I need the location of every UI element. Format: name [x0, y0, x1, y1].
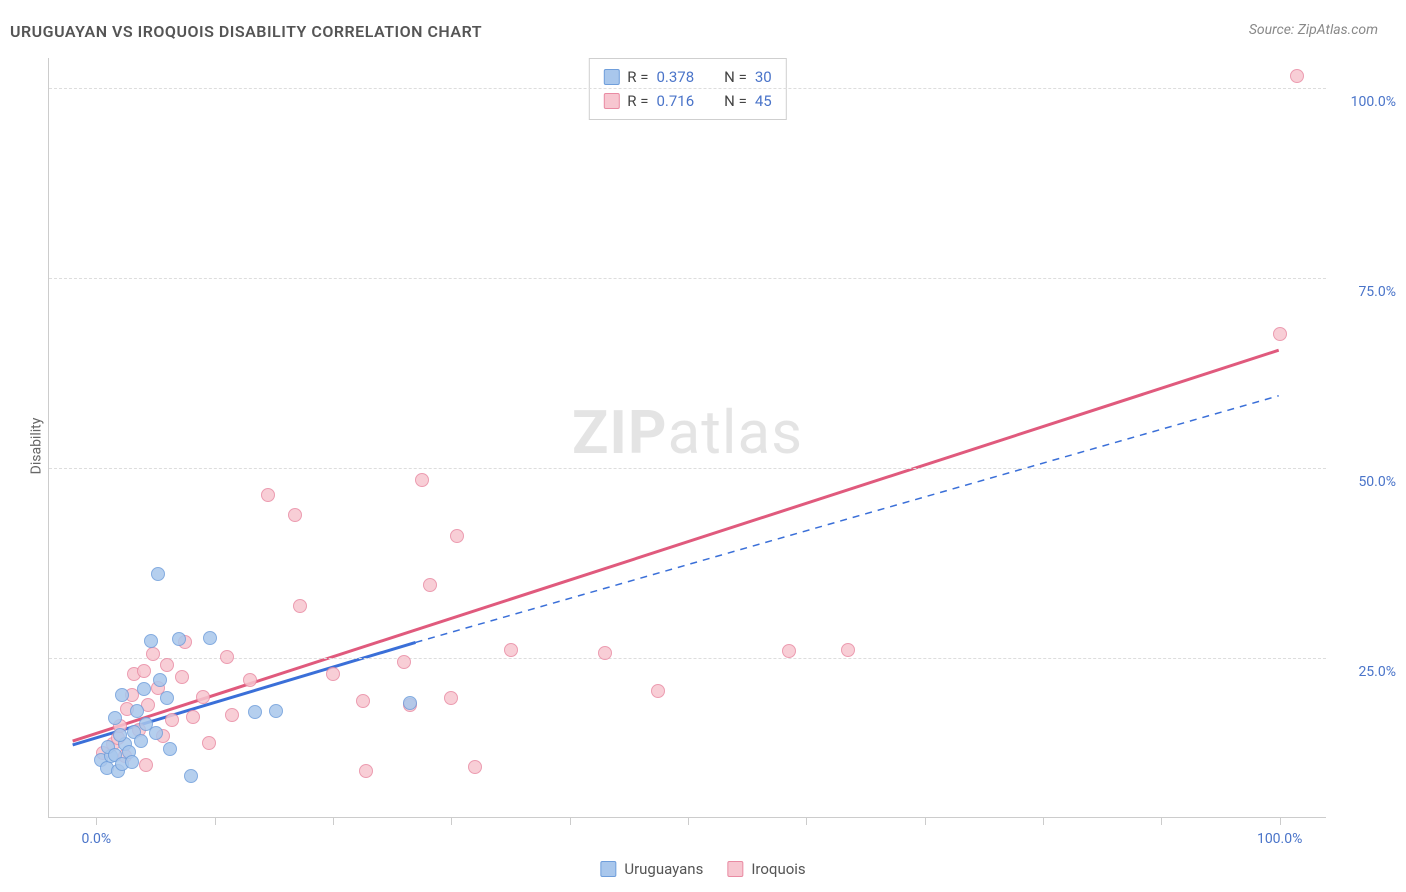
x-tick-label: 0.0%	[81, 831, 111, 847]
marker-uruguayans	[134, 734, 148, 748]
marker-uruguayans	[153, 673, 167, 687]
marker-uruguayans	[130, 704, 144, 718]
x-tick	[96, 817, 97, 825]
marker-iroquois	[293, 599, 307, 613]
chart-title: URUGUAYAN VS IROQUOIS DISABILITY CORRELA…	[10, 22, 482, 41]
marker-iroquois	[359, 764, 373, 778]
n-label: N =	[724, 89, 747, 113]
y-tick-label: 50.0%	[1336, 474, 1396, 490]
marker-uruguayans	[149, 726, 163, 740]
marker-uruguayans	[184, 769, 198, 783]
marker-uruguayans	[160, 691, 174, 705]
marker-iroquois	[468, 760, 482, 774]
legend-item-iroquois: Iroquois	[727, 860, 805, 878]
marker-iroquois	[444, 691, 458, 705]
marker-iroquois	[397, 655, 411, 669]
marker-iroquois	[326, 667, 340, 681]
y-tick-label: 100.0%	[1336, 94, 1396, 110]
marker-iroquois	[651, 684, 665, 698]
n-label: N =	[724, 65, 747, 89]
r-label: R =	[627, 89, 648, 113]
marker-iroquois	[841, 643, 855, 657]
marker-uruguayans	[151, 567, 165, 581]
marker-iroquois	[243, 673, 257, 687]
marker-iroquois	[356, 694, 370, 708]
marker-uruguayans	[248, 705, 262, 719]
x-tick	[1161, 817, 1162, 825]
plot-area: ZIPatlas R = 0.378 N = 30 R = 0.716 N = …	[48, 58, 1326, 818]
marker-iroquois	[782, 644, 796, 658]
legend-label: Iroquois	[751, 860, 805, 878]
marker-iroquois	[1273, 327, 1287, 341]
marker-iroquois	[423, 578, 437, 592]
watermark-bold: ZIP	[572, 396, 668, 467]
gridline	[49, 468, 1326, 469]
source-attribution: Source: ZipAtlas.com	[1249, 22, 1378, 38]
swatch-iroquois	[727, 861, 743, 877]
marker-uruguayans	[269, 704, 283, 718]
gridline	[49, 88, 1326, 89]
marker-uruguayans	[403, 696, 417, 710]
marker-iroquois	[220, 650, 234, 664]
x-tick	[451, 817, 452, 825]
marker-uruguayans	[125, 755, 139, 769]
x-tick	[925, 817, 926, 825]
r-label: R =	[627, 65, 648, 89]
marker-iroquois	[202, 736, 216, 750]
x-tick	[1043, 817, 1044, 825]
marker-iroquois	[1290, 69, 1304, 83]
gridline	[49, 278, 1326, 279]
watermark-light: atlas	[668, 396, 803, 467]
y-tick-label: 75.0%	[1336, 284, 1396, 300]
marker-iroquois	[196, 690, 210, 704]
marker-iroquois	[288, 508, 302, 522]
y-axis-label: Disability	[28, 418, 44, 475]
x-tick	[215, 817, 216, 825]
gridline	[49, 658, 1326, 659]
marker-iroquois	[415, 473, 429, 487]
stats-row-uruguayans: R = 0.378 N = 30	[603, 65, 771, 89]
legend-label: Uruguayans	[624, 860, 703, 878]
marker-iroquois	[165, 713, 179, 727]
marker-uruguayans	[108, 711, 122, 725]
y-tick-label: 25.0%	[1336, 664, 1396, 680]
marker-iroquois	[139, 758, 153, 772]
marker-iroquois	[225, 708, 239, 722]
marker-uruguayans	[172, 632, 186, 646]
x-tick	[806, 817, 807, 825]
swatch-uruguayans	[600, 861, 616, 877]
chart-container: URUGUAYAN VS IROQUOIS DISABILITY CORRELA…	[0, 0, 1406, 892]
marker-uruguayans	[163, 742, 177, 756]
marker-uruguayans	[113, 728, 127, 742]
r-value: 0.378	[656, 65, 694, 89]
marker-uruguayans	[203, 631, 217, 645]
swatch-uruguayans	[603, 69, 619, 85]
stats-row-iroquois: R = 0.716 N = 45	[603, 89, 771, 113]
x-tick	[333, 817, 334, 825]
x-tick	[688, 817, 689, 825]
marker-iroquois	[175, 670, 189, 684]
marker-iroquois	[598, 646, 612, 660]
marker-iroquois	[146, 647, 160, 661]
legend-item-uruguayans: Uruguayans	[600, 860, 703, 878]
n-value: 45	[755, 89, 772, 113]
legend: Uruguayans Iroquois	[600, 860, 805, 878]
r-value: 0.716	[656, 89, 694, 113]
marker-iroquois	[186, 710, 200, 724]
marker-iroquois	[450, 529, 464, 543]
marker-uruguayans	[144, 634, 158, 648]
watermark: ZIPatlas	[572, 396, 803, 467]
x-tick	[1280, 817, 1281, 825]
x-tick	[570, 817, 571, 825]
marker-iroquois	[261, 488, 275, 502]
marker-uruguayans	[115, 688, 129, 702]
n-value: 30	[755, 65, 772, 89]
marker-iroquois	[504, 643, 518, 657]
marker-iroquois	[137, 664, 151, 678]
marker-iroquois	[160, 658, 174, 672]
marker-uruguayans	[137, 682, 151, 696]
swatch-iroquois	[603, 93, 619, 109]
x-tick-label: 100.0%	[1257, 831, 1302, 847]
